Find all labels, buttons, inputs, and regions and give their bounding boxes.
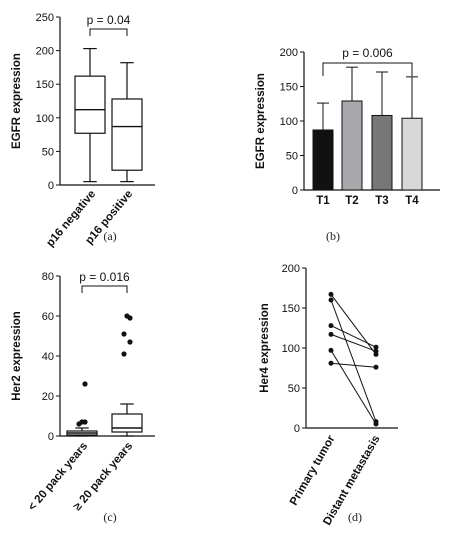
metastasis-point [373,421,379,427]
y-tick-label: 200 [282,263,300,275]
y-tick-label: 150 [282,303,300,315]
panel-caption: (d) [348,510,362,524]
y-tick-label: 200 [280,47,298,59]
y-tick-label: 50 [286,151,298,163]
outlier-point [127,315,133,321]
y-tick-label: 50 [42,146,54,158]
y-tick-label: 0 [48,180,54,192]
pair-line [330,333,377,352]
primary-point [328,291,334,297]
y-axis-label: EGFR expression [255,73,267,169]
p-value-annotation: p = 0.006 [342,46,393,60]
panel-caption: (a) [103,229,116,243]
panel-caption: (b) [326,229,340,243]
primary-point [328,323,334,329]
pair-line [330,350,377,425]
box-iqr [111,413,143,433]
y-axis-label: Her2 expression [11,311,23,401]
outlier-point [121,331,127,337]
y-tick-label: 100 [280,116,298,128]
primary-point [328,297,334,303]
box-iqr [111,98,143,171]
bar [401,117,423,191]
y-tick-label: 50 [288,383,300,395]
category-label: T3 [375,195,388,207]
y-tick-label: 150 [280,82,298,94]
category-label: T2 [345,195,358,207]
metastasis-point [373,344,379,350]
bar [371,114,393,191]
y-tick-label: 0 [48,431,54,443]
outlier-point [121,351,127,357]
box-iqr [74,75,106,134]
primary-point [328,331,334,337]
y-tick-label: 60 [42,311,54,323]
y-tick-label: 20 [42,391,54,403]
primary-point [328,347,334,353]
outlier-point [127,339,133,345]
y-tick-label: 40 [42,351,54,363]
primary-point [328,360,334,366]
significance-bracket [81,285,128,293]
panel-d-paired-plot: 0 50 100 150 200 Her4 expression (d) Primary tu… [259,263,398,528]
y-axis-label: EGFR expression [11,53,23,149]
pair-line [330,299,377,422]
category-label: T4 [405,195,419,207]
p-value-annotation: p = 0.04 [87,13,131,27]
y-tick-label: 200 [36,46,54,58]
pair-line [330,325,377,348]
panel-b-bar-chart: 0 50 100 150 200 EGFR expression (b) T1 T2 T3 T4 p … [255,46,440,243]
metastasis-point [373,364,379,370]
y-tick-label: 0 [292,185,298,197]
significance-bracket [89,28,128,36]
metastasis-point [373,348,379,354]
pair-line [330,362,377,368]
bar [341,100,363,191]
category-label: Primary tumor [288,433,338,508]
y-tick-label: 100 [36,113,54,125]
outlier-point [76,421,82,427]
p-value-annotation: p = 0.016 [79,270,130,284]
y-tick-label: 250 [36,12,54,24]
y-tick-label: 100 [282,343,300,355]
outlier-point [82,419,88,425]
y-tick-label: 0 [294,423,300,435]
y-tick-label: 80 [42,271,54,283]
pair-line [330,294,377,355]
significance-bracket [322,62,413,76]
y-tick-label: 150 [36,79,54,91]
y-axis-label: Her4 expression [259,303,271,393]
outlier-point [82,381,88,387]
panel-caption: (c) [103,510,116,524]
bar [312,129,334,191]
category-label: T1 [316,195,330,207]
